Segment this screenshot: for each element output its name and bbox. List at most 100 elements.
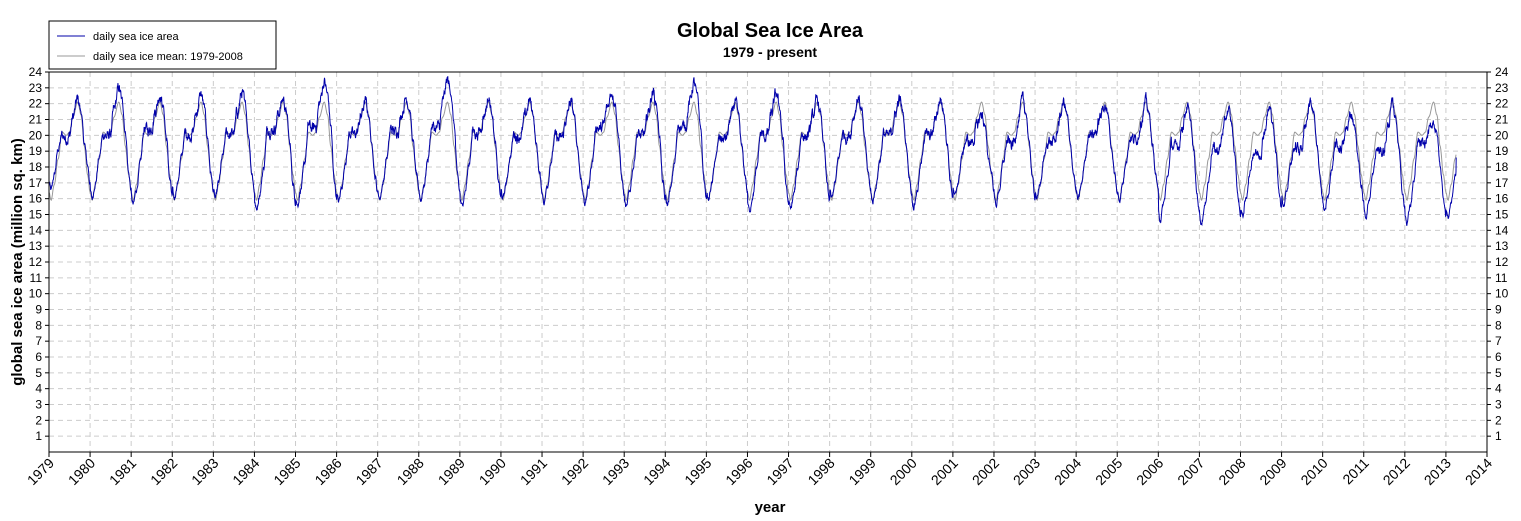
y-tick-label: 8 (35, 318, 42, 332)
x-tick-label: 2013 (1421, 455, 1454, 488)
y-tick-label: 19 (1495, 144, 1509, 158)
y-tick-label: 22 (29, 97, 43, 111)
x-tick-label: 2009 (1256, 455, 1289, 488)
x-tick-label: 2005 (1092, 455, 1125, 488)
y-tick-label: 15 (1495, 208, 1509, 222)
y-tick-label: 6 (1495, 350, 1502, 364)
x-tick-label: 1990 (476, 455, 509, 488)
x-tick-label: 1989 (435, 455, 468, 488)
x-tick-label: 2001 (928, 455, 961, 488)
x-tick-label: 2010 (1297, 455, 1330, 488)
y-tick-label: 12 (1495, 255, 1509, 269)
x-tick-label: 1996 (722, 455, 755, 488)
y-tick-label: 11 (1495, 271, 1508, 285)
y-tick-label: 20 (1495, 128, 1509, 142)
y-tick-label: 1 (35, 429, 42, 443)
y-tick-label: 24 (29, 65, 43, 79)
plot-area (49, 72, 1487, 452)
y-tick-label: 18 (1495, 160, 1509, 174)
legend-box (48, 20, 277, 70)
chart-title: Global Sea Ice Area (677, 20, 864, 42)
x-tick-label: 1995 (681, 455, 714, 488)
y-tick-label: 24 (1495, 65, 1509, 79)
y-tick-label: 13 (29, 239, 43, 253)
x-tick-label: 2007 (1174, 455, 1207, 488)
series-daily-line (48, 76, 1457, 227)
x-tick-label: 1991 (517, 455, 550, 488)
x-tick-label: 2011 (1339, 455, 1372, 488)
y-tick-label: 16 (1495, 192, 1509, 206)
y-tick-label: 4 (35, 382, 42, 396)
x-tick-label: 1997 (763, 455, 796, 488)
y-tick-label: 14 (29, 223, 43, 237)
x-tick-label: 1988 (394, 455, 427, 488)
x-axis: 1979 1980 1981 1982 1983 1984 1985 1986 1987 1988… (24, 452, 1495, 488)
y-tick-label: 1 (1495, 429, 1502, 443)
x-tick-label: 2012 (1380, 455, 1413, 488)
x-axis-label: year (755, 499, 786, 516)
legend: daily sea ice area daily sea ice mean: 1… (48, 20, 277, 70)
y-tick-label: 16 (29, 192, 43, 206)
y-tick-label: 2 (1495, 413, 1502, 427)
x-tick-label: 1983 (188, 455, 221, 488)
y-tick-label: 7 (35, 334, 42, 348)
y-tick-label: 2 (35, 413, 42, 427)
x-tick-label: 1986 (311, 455, 344, 488)
y-tick-label: 21 (1495, 113, 1509, 127)
y-axis-label: global sea ice area (million sq. km) (9, 138, 26, 386)
x-tick-label: 2006 (1133, 455, 1166, 488)
x-tick-label: 2000 (887, 455, 920, 488)
x-tick-label: 1987 (352, 455, 385, 488)
x-tick-label: 1981 (106, 455, 139, 488)
x-tick-label: 1998 (804, 455, 837, 488)
y-tick-label: 4 (1495, 382, 1502, 396)
legend-label-mean: daily sea ice mean: 1979-2008 (93, 51, 243, 63)
y-tick-label: 15 (29, 208, 43, 222)
y-tick-label: 5 (35, 366, 42, 380)
x-tick-label: 1982 (147, 455, 180, 488)
legend-label-daily: daily sea ice area (93, 31, 179, 43)
series-mean-path (48, 101, 1457, 202)
x-tick-label: 1985 (270, 455, 303, 488)
y-tick-label: 9 (1495, 303, 1502, 317)
x-tick-label: 2003 (1010, 455, 1043, 488)
grid-lines (49, 71, 1487, 452)
y-tick-label: 9 (35, 303, 42, 317)
x-tick-label: 1999 (845, 455, 878, 488)
y-tick-label: 23 (29, 81, 43, 95)
series-mean-line (48, 101, 1457, 202)
x-tick-label: 1980 (65, 455, 98, 488)
y-tick-label: 3 (1495, 398, 1502, 412)
y-tick-label: 5 (1495, 366, 1502, 380)
y-tick-label: 23 (1495, 81, 1509, 95)
y-tick-label: 8 (1495, 318, 1502, 332)
y-tick-label: 20 (29, 128, 43, 142)
x-tick-label: 2004 (1051, 455, 1084, 488)
y-tick-label: 22 (1495, 97, 1509, 111)
y-tick-label: 18 (29, 160, 43, 174)
y-tick-label: 21 (29, 113, 43, 127)
y-tick-label: 10 (1495, 287, 1509, 301)
x-tick-label: 1992 (558, 455, 591, 488)
y-tick-label: 13 (1495, 239, 1509, 253)
y-tick-label: 17 (29, 176, 43, 190)
y-tick-label: 11 (30, 271, 43, 285)
y-tick-label: 10 (29, 287, 43, 301)
y-tick-label: 19 (29, 144, 43, 158)
y-tick-label: 6 (35, 350, 42, 364)
series-daily-path (48, 76, 1457, 227)
x-tick-label: 2014 (1462, 455, 1495, 488)
y-tick-label: 3 (35, 398, 42, 412)
x-tick-label: 2002 (969, 455, 1002, 488)
y-tick-label: 7 (1495, 334, 1502, 348)
x-tick-label: 1993 (599, 455, 632, 488)
y-tick-label: 17 (1495, 176, 1509, 190)
x-tick-label: 1984 (229, 455, 262, 488)
y-tick-label: 14 (1495, 223, 1509, 237)
x-tick-label: 1994 (640, 455, 673, 488)
x-tick-label: 2008 (1215, 455, 1248, 488)
chart-subtitle: 1979 - present (723, 44, 817, 60)
